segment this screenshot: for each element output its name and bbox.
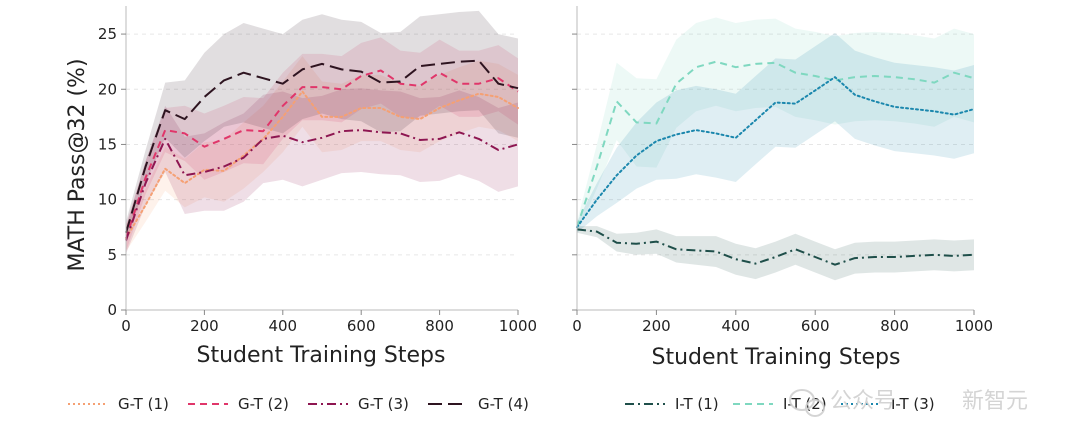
right-x-tick-label: 800 bbox=[880, 317, 909, 335]
left-x-tick-label: 400 bbox=[268, 317, 297, 335]
left-y-tick-label: 0 bbox=[107, 301, 117, 319]
left-y-tick-label: 15 bbox=[98, 135, 117, 153]
right-series-lines bbox=[576, 60, 975, 266]
right-confidence-bands bbox=[577, 17, 974, 281]
left-band-2 bbox=[126, 37, 518, 252]
left-series-line-2 bbox=[125, 69, 519, 239]
left-legend-label-2: G-T (2) bbox=[238, 395, 289, 413]
right-series-line-2 bbox=[576, 60, 975, 228]
right-legend-label-3: I-T (3) bbox=[891, 395, 935, 413]
watermark-label-1: 公众号 bbox=[830, 389, 896, 414]
right-band-1 bbox=[577, 226, 974, 281]
right-x-tick-label: 200 bbox=[642, 317, 671, 335]
left-series-line-4 bbox=[125, 59, 519, 233]
wechat-icon bbox=[789, 389, 825, 417]
left-axes: 0 200 400 600 800 1000 0 5 10 15 20 25 bbox=[98, 6, 537, 335]
left-x-tick-label: 800 bbox=[425, 317, 454, 335]
left-confidence-bands bbox=[126, 10, 518, 254]
left-x-tick-label: 200 bbox=[190, 317, 219, 335]
right-gridlines bbox=[577, 33, 974, 256]
left-y-tick-label: 20 bbox=[98, 80, 117, 98]
right-band-3 bbox=[577, 33, 974, 233]
right-x-tick-label: 1000 bbox=[955, 317, 993, 335]
right-series-line-3 bbox=[576, 76, 975, 229]
watermark-label-2: 新智元 bbox=[962, 389, 1028, 414]
left-legend: G-T (1) G-T (2) G-T (3) G-T (4) bbox=[68, 395, 529, 413]
right-chart-panel: 0 200 400 600 800 1000 Student Training Steps bbox=[572, 6, 993, 370]
left-y-tick-label: 5 bbox=[107, 246, 117, 264]
left-legend-label-3: G-T (3) bbox=[358, 395, 409, 413]
left-series-line-3 bbox=[125, 129, 519, 241]
left-gridlines bbox=[126, 33, 518, 256]
left-band-4 bbox=[126, 10, 518, 244]
left-y-axis-title: MATH Pass@32 (%) bbox=[65, 58, 90, 271]
right-x-tick-label: 600 bbox=[801, 317, 830, 335]
right-axes: 0 200 400 600 800 1000 bbox=[572, 6, 993, 335]
left-y-tick-label: 10 bbox=[98, 191, 117, 209]
right-band-2 bbox=[577, 17, 974, 233]
left-x-tick-label: 1000 bbox=[499, 317, 537, 335]
left-legend-label-4: G-T (4) bbox=[478, 395, 529, 413]
left-x-axis-title: Student Training Steps bbox=[197, 343, 446, 368]
left-band-1 bbox=[126, 56, 518, 252]
right-x-axis-title: Student Training Steps bbox=[652, 345, 901, 370]
right-legend-label-1: I-T (1) bbox=[675, 395, 719, 413]
left-series-line-1 bbox=[125, 90, 519, 240]
right-x-tick-label: 400 bbox=[721, 317, 750, 335]
watermark: 公众号 新智元 bbox=[789, 389, 1028, 417]
left-y-tick-label: 25 bbox=[98, 25, 117, 43]
left-band-3 bbox=[126, 88, 518, 254]
right-x-tick-label: 0 bbox=[572, 317, 582, 335]
right-series-line-1 bbox=[576, 228, 975, 266]
left-chart-panel: 0 200 400 600 800 1000 0 5 10 15 20 25 Student Trai… bbox=[65, 6, 537, 368]
left-x-tick-label: 600 bbox=[347, 317, 376, 335]
left-x-tick-label: 0 bbox=[121, 317, 131, 335]
left-series-lines bbox=[125, 59, 519, 241]
left-legend-label-1: G-T (1) bbox=[118, 395, 169, 413]
